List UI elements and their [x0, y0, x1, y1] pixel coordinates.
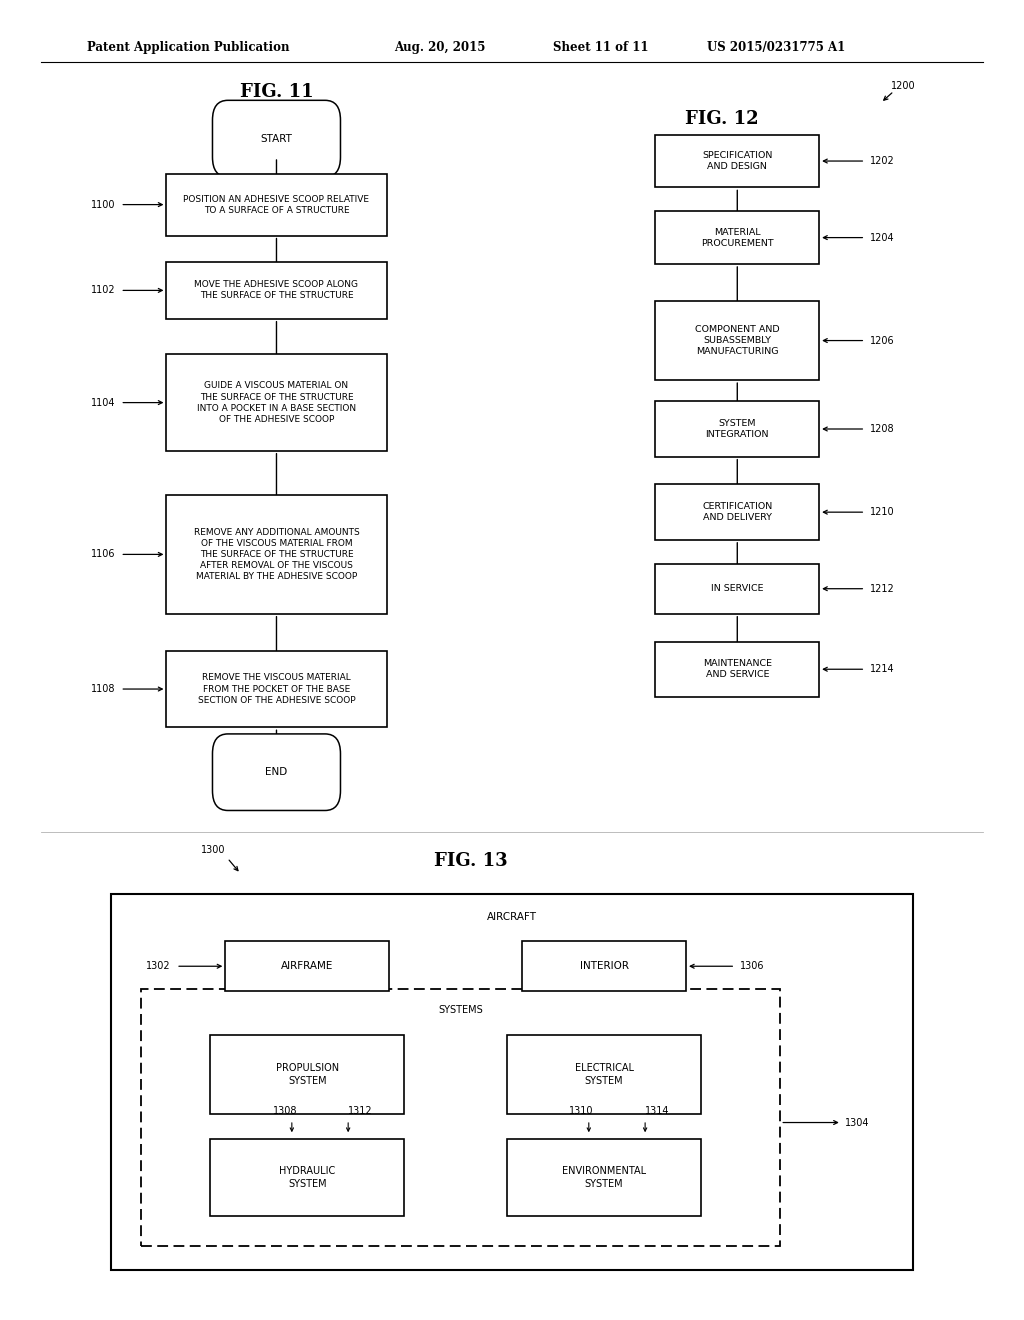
- Bar: [655, 135, 819, 187]
- Text: INTERIOR: INTERIOR: [580, 961, 629, 972]
- Text: 1302: 1302: [146, 961, 171, 972]
- Text: ELECTRICAL
SYSTEM: ELECTRICAL SYSTEM: [574, 1064, 634, 1085]
- Bar: [655, 401, 819, 457]
- Text: 1100: 1100: [91, 199, 116, 210]
- Text: MAINTENANCE
AND SERVICE: MAINTENANCE AND SERVICE: [702, 659, 772, 680]
- Text: SPECIFICATION
AND DESIGN: SPECIFICATION AND DESIGN: [702, 150, 772, 172]
- Bar: [167, 651, 387, 727]
- Bar: [167, 261, 387, 318]
- Text: SYSTEMS: SYSTEMS: [438, 1005, 483, 1015]
- Bar: [522, 941, 686, 991]
- Text: PROPULSION
SYSTEM: PROPULSION SYSTEM: [275, 1064, 339, 1085]
- FancyBboxPatch shape: [213, 734, 340, 810]
- Text: 1104: 1104: [91, 397, 116, 408]
- FancyBboxPatch shape: [141, 989, 780, 1246]
- Bar: [167, 495, 387, 614]
- Bar: [507, 1035, 701, 1114]
- Text: 1308: 1308: [272, 1106, 297, 1115]
- Text: FIG. 13: FIG. 13: [434, 851, 508, 870]
- Text: FIG. 11: FIG. 11: [240, 83, 313, 102]
- Text: MATERIAL
PROCUREMENT: MATERIAL PROCUREMENT: [701, 227, 773, 248]
- Text: 1106: 1106: [91, 549, 116, 560]
- Text: ENVIRONMENTAL
SYSTEM: ENVIRONMENTAL SYSTEM: [562, 1167, 646, 1188]
- Text: COMPONENT AND
SUBASSEMBLY
MANUFACTURING: COMPONENT AND SUBASSEMBLY MANUFACTURING: [695, 325, 779, 356]
- Text: AIRCRAFT: AIRCRAFT: [487, 912, 537, 923]
- Bar: [507, 1139, 701, 1216]
- Text: 1314: 1314: [645, 1106, 670, 1115]
- Text: Patent Application Publication: Patent Application Publication: [87, 41, 290, 54]
- Text: 1306: 1306: [740, 961, 765, 972]
- Text: END: END: [265, 767, 288, 777]
- Text: 1210: 1210: [870, 507, 895, 517]
- Text: HYDRAULIC
SYSTEM: HYDRAULIC SYSTEM: [280, 1167, 335, 1188]
- Bar: [210, 1035, 404, 1114]
- Bar: [225, 941, 389, 991]
- Text: 1310: 1310: [569, 1106, 594, 1115]
- FancyBboxPatch shape: [213, 100, 340, 177]
- Text: 1212: 1212: [870, 583, 895, 594]
- Text: US 2015/0231775 A1: US 2015/0231775 A1: [707, 41, 845, 54]
- Bar: [655, 642, 819, 697]
- Text: 1312: 1312: [348, 1106, 373, 1115]
- Text: REMOVE ANY ADDITIONAL AMOUNTS
OF THE VISCOUS MATERIAL FROM
THE SURFACE OF THE ST: REMOVE ANY ADDITIONAL AMOUNTS OF THE VIS…: [194, 528, 359, 581]
- Bar: [655, 564, 819, 614]
- Text: IN SERVICE: IN SERVICE: [711, 585, 764, 593]
- Text: 1208: 1208: [870, 424, 895, 434]
- Text: SYSTEM
INTEGRATION: SYSTEM INTEGRATION: [706, 418, 769, 440]
- Text: MOVE THE ADHESIVE SCOOP ALONG
THE SURFACE OF THE STRUCTURE: MOVE THE ADHESIVE SCOOP ALONG THE SURFAC…: [195, 280, 358, 301]
- Bar: [655, 211, 819, 264]
- Text: 1202: 1202: [870, 156, 895, 166]
- Text: REMOVE THE VISCOUS MATERIAL
FROM THE POCKET OF THE BASE
SECTION OF THE ADHESIVE : REMOVE THE VISCOUS MATERIAL FROM THE POC…: [198, 673, 355, 705]
- Text: 1200: 1200: [891, 81, 915, 91]
- Text: 1108: 1108: [91, 684, 116, 694]
- Bar: [167, 173, 387, 235]
- Text: POSITION AN ADHESIVE SCOOP RELATIVE
TO A SURFACE OF A STRUCTURE: POSITION AN ADHESIVE SCOOP RELATIVE TO A…: [183, 194, 370, 215]
- Text: 1102: 1102: [90, 285, 116, 296]
- Text: START: START: [260, 133, 293, 144]
- Bar: [655, 301, 819, 380]
- Text: Aug. 20, 2015: Aug. 20, 2015: [394, 41, 485, 54]
- Text: 1214: 1214: [870, 664, 895, 675]
- Text: Sheet 11 of 11: Sheet 11 of 11: [553, 41, 648, 54]
- Bar: [655, 484, 819, 540]
- Text: CERTIFICATION
AND DELIVERY: CERTIFICATION AND DELIVERY: [702, 502, 772, 523]
- Text: FIG. 12: FIG. 12: [685, 110, 759, 128]
- Text: 1300: 1300: [201, 845, 225, 855]
- Bar: [210, 1139, 404, 1216]
- Text: 1206: 1206: [870, 335, 895, 346]
- Text: 1204: 1204: [870, 232, 895, 243]
- Bar: [111, 894, 913, 1270]
- Bar: [167, 355, 387, 451]
- Text: 1304: 1304: [845, 1118, 869, 1127]
- Text: GUIDE A VISCOUS MATERIAL ON
THE SURFACE OF THE STRUCTURE
INTO A POCKET IN A BASE: GUIDE A VISCOUS MATERIAL ON THE SURFACE …: [197, 381, 356, 424]
- Text: AIRFRAME: AIRFRAME: [281, 961, 334, 972]
